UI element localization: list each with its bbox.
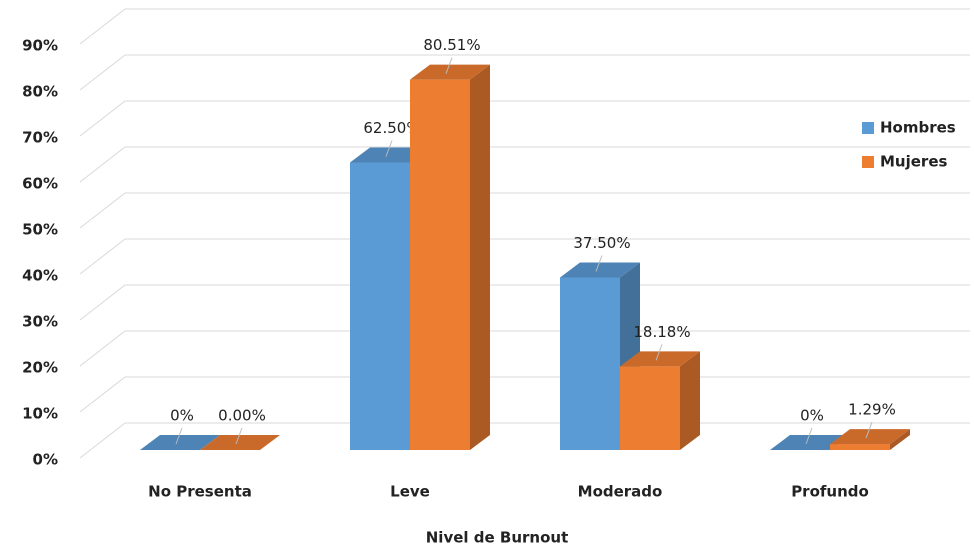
- bar-top: [140, 435, 220, 450]
- leader-line: [445, 57, 453, 74]
- grid-line: [79, 192, 970, 229]
- legend-label: Mujeres: [880, 153, 947, 171]
- leader-line: [175, 427, 183, 445]
- bar-top: [410, 64, 490, 80]
- bar-top: [200, 435, 280, 450]
- bar-top: [620, 351, 700, 367]
- y-tick-label: 20%: [22, 359, 58, 377]
- x-tick-label: Moderado: [578, 483, 663, 501]
- bar-front: [620, 366, 680, 450]
- data-label: 37.50%: [573, 234, 630, 252]
- x-tick-label: Leve: [390, 483, 430, 501]
- leader-line: [235, 427, 243, 445]
- grid-line: [79, 54, 970, 91]
- y-tick-label: 90%: [22, 37, 58, 55]
- y-tick-label: 30%: [22, 313, 58, 331]
- bar: [830, 429, 910, 450]
- bar-side: [890, 429, 910, 450]
- leader-line: [805, 427, 813, 445]
- grid-line: [79, 8, 970, 45]
- bar: [140, 435, 220, 450]
- data-label: 62.50%: [363, 119, 420, 137]
- grid-line: [79, 100, 970, 137]
- data-label: 1.29%: [848, 401, 896, 419]
- bar: [200, 435, 280, 450]
- leader-line: [595, 255, 603, 272]
- legend-swatch: [862, 122, 874, 134]
- y-tick-label: 40%: [22, 267, 58, 285]
- grid-line: [79, 330, 970, 367]
- y-tick-label: 50%: [22, 221, 58, 239]
- bar-side: [680, 351, 700, 450]
- leader-line: [865, 421, 873, 439]
- leader-line: [385, 140, 393, 157]
- data-label: 0%: [800, 407, 824, 425]
- bar-front: [410, 79, 470, 451]
- x-axis-title: Nivel de Burnout: [426, 529, 569, 547]
- data-label: 0.00%: [218, 407, 266, 425]
- bar-front: [830, 444, 890, 450]
- x-tick-label: No Presenta: [148, 483, 252, 501]
- y-tick-label: 0%: [33, 451, 58, 469]
- x-tick-label: Profundo: [791, 483, 869, 501]
- y-tick-label: 70%: [22, 129, 58, 147]
- grid-line: [79, 376, 970, 413]
- grid-line: [79, 238, 970, 275]
- grid-line: [79, 284, 970, 321]
- bar: [620, 351, 700, 450]
- y-tick-label: 80%: [22, 83, 58, 101]
- data-label: 18.18%: [633, 323, 690, 341]
- bar: [560, 262, 640, 450]
- bar-top: [560, 262, 640, 278]
- y-tick-label: 10%: [22, 405, 58, 423]
- leader-line: [655, 344, 663, 361]
- data-label: 80.51%: [423, 36, 480, 54]
- bar-side: [470, 64, 490, 451]
- bar-front: [350, 162, 410, 450]
- legend-label: Hombres: [880, 119, 956, 137]
- bar-front: [560, 277, 620, 450]
- y-tick-label: 60%: [22, 175, 58, 193]
- legend-swatch: [862, 156, 874, 168]
- bar: [410, 64, 490, 451]
- data-label: 0%: [170, 407, 194, 425]
- bar-top: [830, 429, 910, 445]
- grid-line: [79, 146, 970, 183]
